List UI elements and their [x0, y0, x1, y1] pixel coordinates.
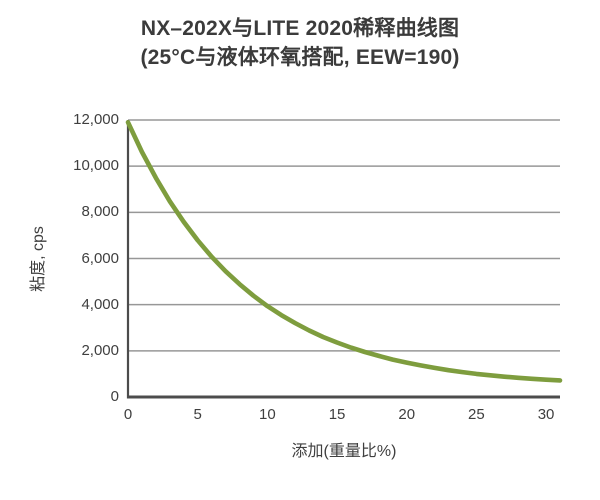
chart-title-line2: (25°C与液体环氧搭配, EEW=190) — [140, 46, 460, 69]
y-tick-label: 10,000 — [73, 157, 119, 175]
x-axis-label: 添加(重量比%) — [291, 443, 397, 460]
chart-title: NX–202X与LITE 2020稀释曲线图 (25°C与液体环氧搭配, EEW… — [0, 14, 600, 72]
chart-title-line1: NX–202X与LITE 2020稀释曲线图 — [140, 17, 460, 40]
y-tick-label: 6,000 — [81, 249, 119, 267]
y-tick-label: 4,000 — [81, 295, 119, 313]
y-tick-label: 0 — [110, 388, 119, 405]
x-tick-label: 30 — [537, 406, 555, 423]
y-axis-label: 粘度, cps — [30, 225, 47, 292]
y-tick-label: 2,000 — [81, 341, 119, 359]
x-tick-label: 10 — [259, 406, 276, 423]
y-tick-label: 12,000 — [73, 111, 119, 128]
x-tick-label: 25 — [468, 406, 485, 423]
x-tick-label: 15 — [328, 406, 346, 423]
x-tick-label: 0 — [123, 406, 133, 423]
y-tick-label: 8,000 — [81, 203, 119, 221]
dilution-curve — [125, 120, 563, 383]
x-tick-label: 5 — [193, 406, 202, 423]
x-tick-label: 20 — [398, 406, 416, 423]
